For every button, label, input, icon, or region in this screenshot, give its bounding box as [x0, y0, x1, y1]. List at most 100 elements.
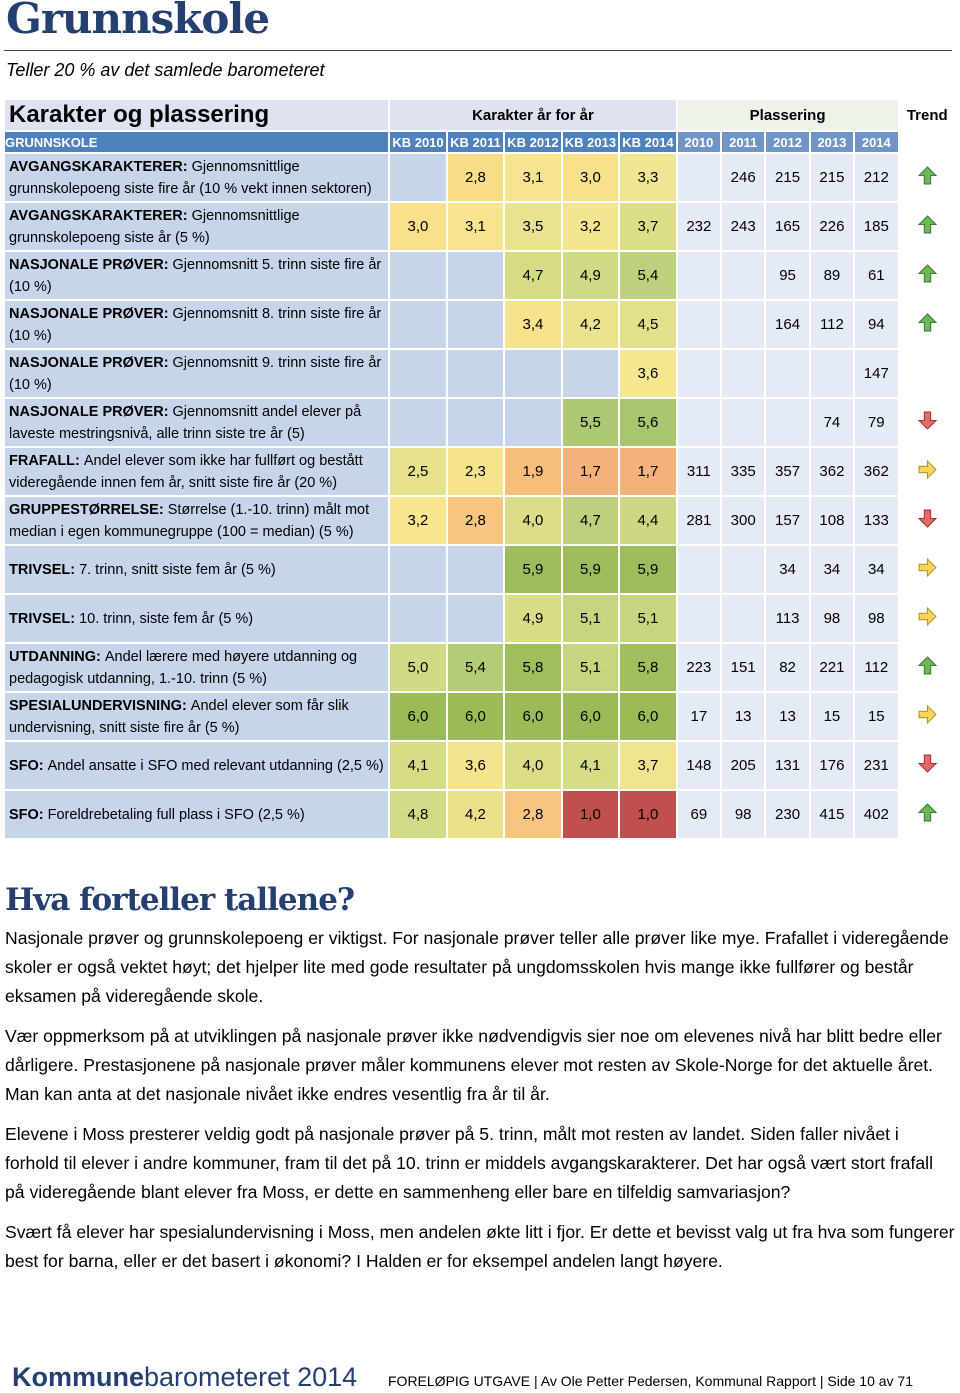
row-label: TRIVSEL: 7. trinn, snitt siste fem år (5 … [5, 546, 389, 593]
grade-cell: 2,5 [390, 448, 446, 495]
arrow-shape [917, 509, 937, 528]
row-label-lead: FRAFALL: [9, 452, 80, 469]
trend-arrow [918, 557, 937, 578]
trend-arrow [917, 803, 937, 822]
arrow-shape [918, 459, 937, 480]
rank-cell: 357 [766, 448, 809, 495]
row-label: FRAFALL: Andel elever som ikke har fullfø… [5, 448, 389, 495]
trend-arrow [917, 215, 937, 234]
rank-cell: 112 [810, 301, 854, 348]
grade-cell [390, 546, 446, 593]
row-label-lead: AVGANGSKARAKTERER: [9, 158, 188, 175]
paragraph: Nasjonale prøver og grunnskolepoeng er v… [5, 928, 949, 1006]
row-label-text: Gjennomsnitt 5. trinn siste fire år (10 … [9, 256, 382, 295]
table-row: FRAFALL: Andel elever som ikke har fullfø… [5, 448, 955, 495]
rank-cell: 89 [810, 252, 854, 299]
grade-cell: 5,6 [620, 399, 676, 446]
rule [4, 50, 952, 51]
rank-cell: 147 [855, 350, 898, 397]
row-label-text: 10. trinn, siste fem år (5 %) [79, 610, 254, 627]
row-label-lead: SFO: [9, 757, 44, 774]
rank-cell [677, 595, 721, 642]
rank-cell: 113 [766, 595, 809, 642]
rank-cell: 151 [722, 644, 765, 691]
row-label-lead: TRIVSEL: [9, 610, 76, 627]
rank-cell: 112 [855, 644, 898, 691]
grade-cell [447, 399, 504, 446]
rank-cell [766, 399, 809, 446]
rank-cell [677, 350, 721, 397]
rank-cell: 69 [677, 791, 721, 838]
grade-cell: 5,9 [505, 546, 561, 593]
row-label: AVGANGSKARAKTERER: Gjennomsnittlige grunn… [5, 203, 389, 250]
table-title: Karakter og plassering [5, 100, 389, 130]
trend-arrow [917, 313, 937, 332]
rank-cell [677, 546, 721, 593]
trend-cell [899, 546, 955, 593]
grade-cell [447, 595, 504, 642]
rank-column-header: 2010 [677, 132, 721, 152]
grade-cell [505, 399, 561, 446]
trend-cell [899, 252, 955, 299]
page-title: Grunnskole [6, 0, 270, 43]
rank-cell: 15 [810, 693, 854, 740]
grade-cell: 3,0 [390, 203, 446, 250]
rank-cell: 157 [766, 497, 809, 544]
trend-cell [899, 644, 955, 691]
rank-cell: 79 [855, 399, 898, 446]
grade-cell: 1,0 [562, 791, 619, 838]
rank-cell: 34 [766, 546, 809, 593]
arrow-shape [917, 313, 937, 332]
trend-arrow [918, 459, 937, 480]
rank-cell [766, 350, 809, 397]
rank-column-header: 2012 [766, 132, 809, 152]
row-label-lead: SFO: [9, 806, 44, 823]
trend-arrow [917, 411, 937, 430]
table-row: NASJONALE PRØVER: Gjennomsnitt 8. trinn s… [5, 301, 955, 348]
arrow-shape [917, 803, 937, 822]
rank-cell [810, 350, 854, 397]
rank-cell: 243 [722, 203, 765, 250]
grade-cell: 3,5 [505, 203, 561, 250]
trend-cell [899, 497, 955, 544]
rank-cell: 212 [855, 154, 898, 201]
trend-cell [899, 203, 955, 250]
rank-cell [722, 595, 765, 642]
rank-column-header: 2013 [810, 132, 854, 152]
rank-cell: 98 [722, 791, 765, 838]
row-label: NASJONALE PRØVER: Gjennomsnitt 5. trinn s… [5, 252, 389, 299]
grade-cell: 3,7 [620, 742, 676, 789]
row-label-lead: NASJONALE PRØVER: [9, 256, 169, 273]
grade-cell: 6,0 [505, 693, 561, 740]
grade-cell: 5,4 [620, 252, 676, 299]
rank-column-header: 2014 [855, 132, 898, 152]
footer-text: FORELØPIG UTGAVE | Av Ole Petter Pederse… [388, 1373, 913, 1389]
row-label-lead: SPESIALUNDERVISNING: [9, 697, 187, 714]
table-row: SPESIALUNDERVISNING: Andel elever som får… [5, 693, 955, 740]
rank-cell: 362 [810, 448, 854, 495]
row-label-lead: TRIVSEL: [9, 561, 76, 578]
rank-cell: 221 [810, 644, 854, 691]
row-label-text: 7. trinn, snitt siste fem år (5 %) [79, 561, 276, 578]
rank-cell: 164 [766, 301, 809, 348]
rank-cell: 131 [766, 742, 809, 789]
row-label-text: Andel ansatte i SFO med relevant utdanni… [47, 757, 384, 774]
row-label: NASJONALE PRØVER: Gjennomsnitt 9. trinn s… [5, 350, 389, 397]
grade-cell: 3,1 [505, 154, 561, 201]
table-row: NASJONALE PRØVER: Gjennomsnitt andel elev… [5, 399, 955, 446]
rank-cell: 215 [766, 154, 809, 201]
article: Hva forteller tallene? Nasjonale prøver … [5, 882, 955, 1287]
arrow-shape [917, 754, 937, 773]
rank-cell: 165 [766, 203, 809, 250]
row-label-text: Gjennomsnitt 8. trinn siste fire år (10 … [9, 305, 382, 344]
rank-cell: 300 [722, 497, 765, 544]
row-label-lead: GRUPPESTØRRELSE: [9, 501, 164, 518]
rank-cell: 98 [810, 595, 854, 642]
grade-cell: 5,9 [562, 546, 619, 593]
grade-cell [390, 252, 446, 299]
rank-cell: 230 [766, 791, 809, 838]
row-label-text: Andel lærere med høyere utdanning og ped… [9, 648, 358, 687]
row-label: UTDANNING: Andel lærere med høyere utdann… [5, 644, 389, 691]
grade-cell: 1,7 [562, 448, 619, 495]
trend-cell [899, 301, 955, 348]
